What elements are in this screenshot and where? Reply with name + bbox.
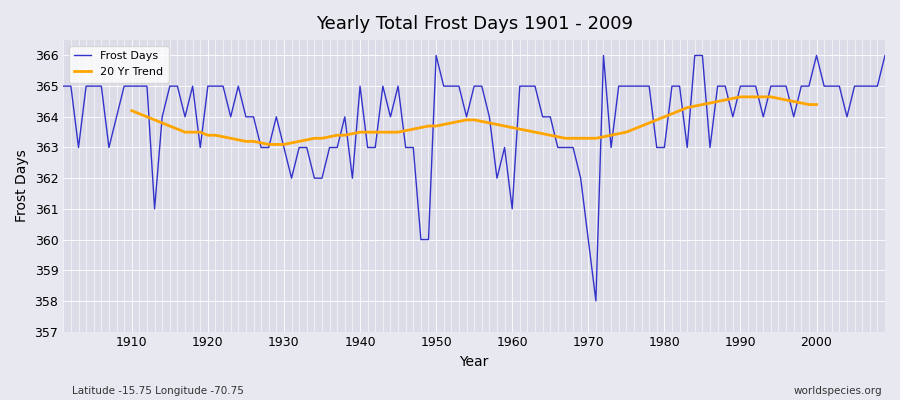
Text: Latitude -15.75 Longitude -70.75: Latitude -15.75 Longitude -70.75 — [72, 386, 244, 396]
Frost Days — [58, 84, 68, 88]
20 Yr Trend — [529, 130, 540, 134]
Frost Days — [515, 84, 526, 88]
Frost Days — [431, 53, 442, 58]
20 Yr Trend — [126, 108, 137, 113]
X-axis label: Year: Year — [460, 355, 489, 369]
Frost Days — [613, 84, 624, 88]
20 Yr Trend — [811, 102, 822, 107]
Legend: Frost Days, 20 Yr Trend: Frost Days, 20 Yr Trend — [68, 46, 168, 82]
Frost Days — [590, 298, 601, 303]
20 Yr Trend — [293, 139, 304, 144]
20 Yr Trend — [309, 136, 320, 141]
Line: 20 Yr Trend: 20 Yr Trend — [131, 97, 816, 144]
Text: worldspecies.org: worldspecies.org — [794, 386, 882, 396]
Y-axis label: Frost Days: Frost Days — [15, 150, 29, 222]
20 Yr Trend — [804, 102, 814, 107]
20 Yr Trend — [264, 142, 274, 147]
20 Yr Trend — [712, 99, 723, 104]
Frost Days — [507, 206, 517, 211]
Frost Days — [879, 53, 890, 58]
20 Yr Trend — [210, 133, 220, 138]
Frost Days — [332, 145, 343, 150]
Line: Frost Days: Frost Days — [63, 56, 885, 301]
Title: Yearly Total Frost Days 1901 - 2009: Yearly Total Frost Days 1901 - 2009 — [316, 15, 633, 33]
Frost Days — [286, 176, 297, 180]
20 Yr Trend — [735, 94, 746, 99]
Frost Days — [119, 84, 130, 88]
